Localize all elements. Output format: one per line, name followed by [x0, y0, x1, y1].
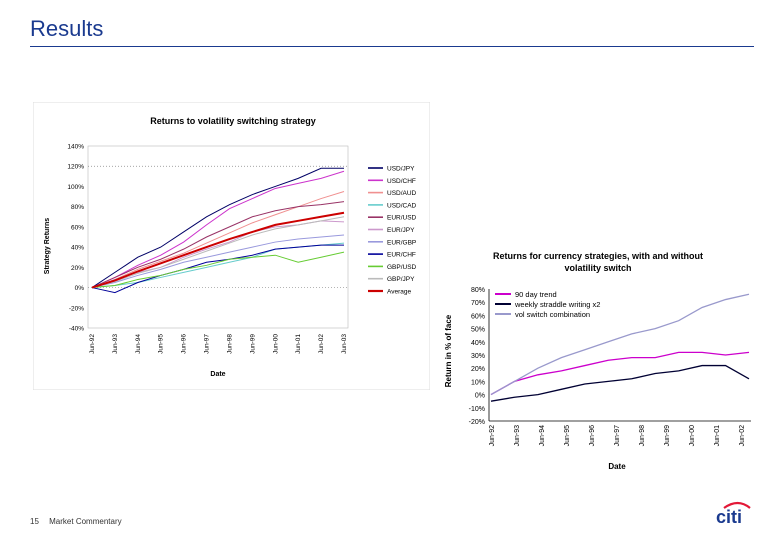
chart1-y-tick-label: 20%: [71, 265, 84, 272]
chart1-series-line: [91, 201, 345, 289]
chart1-legend-label: USD/CAD: [387, 202, 417, 209]
chart1-series-line: [91, 251, 345, 289]
chart2-y-tick-label: 0%: [475, 393, 485, 400]
chart2-series-line: [490, 351, 750, 396]
chart1-x-tick-label: Jun-92: [89, 334, 96, 354]
chart1-y-tick-label: 120%: [67, 164, 84, 171]
chart2-x-tick-label: Jun-97: [614, 425, 621, 447]
chart1-x-tick-label: Jun-96: [181, 334, 188, 354]
chart1-legend-label: GBP/USD: [387, 264, 417, 271]
citi-logo-icon: citi: [716, 501, 751, 526]
chart2-y-axis-label: Return in % of face: [444, 314, 453, 387]
chart2-y-tick-label: 60%: [471, 313, 485, 320]
chart1-series-line: [91, 211, 345, 289]
chart2-x-axis-label: Date: [608, 462, 626, 471]
page-number: 15: [30, 517, 39, 526]
chart1-legend-label: EUR/CHF: [387, 252, 416, 259]
chart2-y-tick-label: -10%: [469, 406, 485, 413]
chart1-legend-label: USD/CHF: [387, 178, 416, 185]
chart1-y-tick-label: 60%: [71, 224, 84, 231]
chart1-y-tick-label: 100%: [67, 184, 84, 191]
chart1-series-line: [91, 167, 344, 288]
footer-section: Market Commentary: [49, 517, 122, 526]
chart1-legend-label: USD/JPY: [387, 166, 415, 173]
chart1-x-axis-label: Date: [210, 371, 225, 378]
chart1-x-tick-label: Jun-00: [272, 334, 279, 354]
chart1-y-tick-label: 140%: [67, 144, 84, 151]
chart1-y-tick-label: 80%: [71, 204, 84, 211]
chart1-x-tick-label: Jun-01: [295, 334, 302, 354]
chart1-x-tick-label: Jun-02: [318, 334, 325, 354]
chart1-legend-label: USD/AUD: [387, 190, 417, 197]
chart1-legend-label: Average: [387, 289, 411, 296]
chart2-x-tick-label: Jun-02: [739, 425, 746, 447]
chart2-title: Returns for currency strategies, with an…: [493, 251, 703, 261]
chart2-y-tick-label: 40%: [471, 340, 485, 347]
chart1-legend-label: EUR/GBP: [387, 239, 416, 246]
svg-text:citi: citi: [716, 507, 742, 526]
chart1-y-tick-label: 40%: [71, 245, 84, 252]
chart2-x-tick-label: Jun-94: [539, 425, 546, 447]
chart1-y-tick-label: -40%: [69, 326, 84, 333]
chart1-x-tick-label: Jun-99: [249, 334, 256, 354]
chart1-x-tick-label: Jun-97: [204, 334, 211, 354]
chart1-title: Returns to volatility switching strategy: [150, 116, 316, 126]
chart2-legend-label: vol switch combination: [515, 310, 590, 319]
chart1-x-tick-label: Jun-93: [112, 334, 119, 354]
chart1-series-line: [91, 191, 345, 289]
chart2-x-tick-label: Jun-96: [589, 425, 596, 447]
chart1-x-tick-label: Jun-95: [158, 334, 165, 354]
chart2-y-tick-label: 30%: [471, 353, 485, 360]
volatility-switching-chart: Returns to volatility switching strategy…: [33, 102, 430, 390]
chart2-x-tick-label: Jun-92: [489, 425, 496, 447]
chart2-y-tick-label: 80%: [471, 287, 485, 294]
chart1-y-axis-label: Strategy Returns: [44, 218, 51, 275]
chart1-series-line: [91, 244, 344, 294]
currency-strategies-chart: Returns for currency strategies, with an…: [441, 243, 766, 473]
chart1-series-line: [91, 216, 345, 289]
chart2-y-tick-label: 70%: [471, 300, 485, 307]
chart2-legend-label: 90 day trend: [515, 290, 557, 299]
chart2-y-tick-label: 50%: [471, 327, 485, 334]
chart2-title-line2: volatility switch: [564, 263, 631, 273]
chart2-x-tick-label: Jun-93: [514, 425, 521, 447]
chart1-legend-label: EUR/USD: [387, 215, 417, 222]
chart2-y-tick-label: 20%: [471, 366, 485, 373]
chart2-x-tick-label: Jun-00: [689, 425, 696, 447]
page-title: Results: [30, 16, 104, 41]
chart2-series-line: [490, 293, 750, 396]
title-rule: [30, 46, 754, 47]
chart1-y-tick-label: -20%: [69, 305, 84, 312]
chart1-legend-label: GBP/JPY: [387, 276, 415, 283]
chart2-series-line: [490, 364, 750, 402]
chart2-legend-label: weekly straddle writing x2: [514, 300, 600, 309]
chart2-x-tick-label: Jun-98: [639, 425, 646, 447]
chart1-x-tick-label: Jun-03: [341, 334, 348, 354]
chart2-y-tick-label: -20%: [469, 419, 485, 426]
chart1-series-line: [91, 234, 345, 289]
chart1-y-tick-label: 0%: [75, 285, 85, 292]
chart1-x-tick-label: Jun-94: [135, 334, 142, 354]
chart2-x-tick-label: Jun-99: [664, 425, 671, 447]
chart1-x-tick-label: Jun-98: [226, 334, 233, 354]
chart1-series-line: [91, 170, 345, 289]
chart2-x-tick-label: Jun-01: [714, 425, 721, 447]
chart1-legend-label: EUR/JPY: [387, 227, 415, 234]
footer: 15 Market Commentary: [30, 517, 122, 526]
chart2-x-tick-label: Jun-95: [564, 425, 571, 447]
chart2-y-tick-label: 10%: [471, 379, 485, 386]
